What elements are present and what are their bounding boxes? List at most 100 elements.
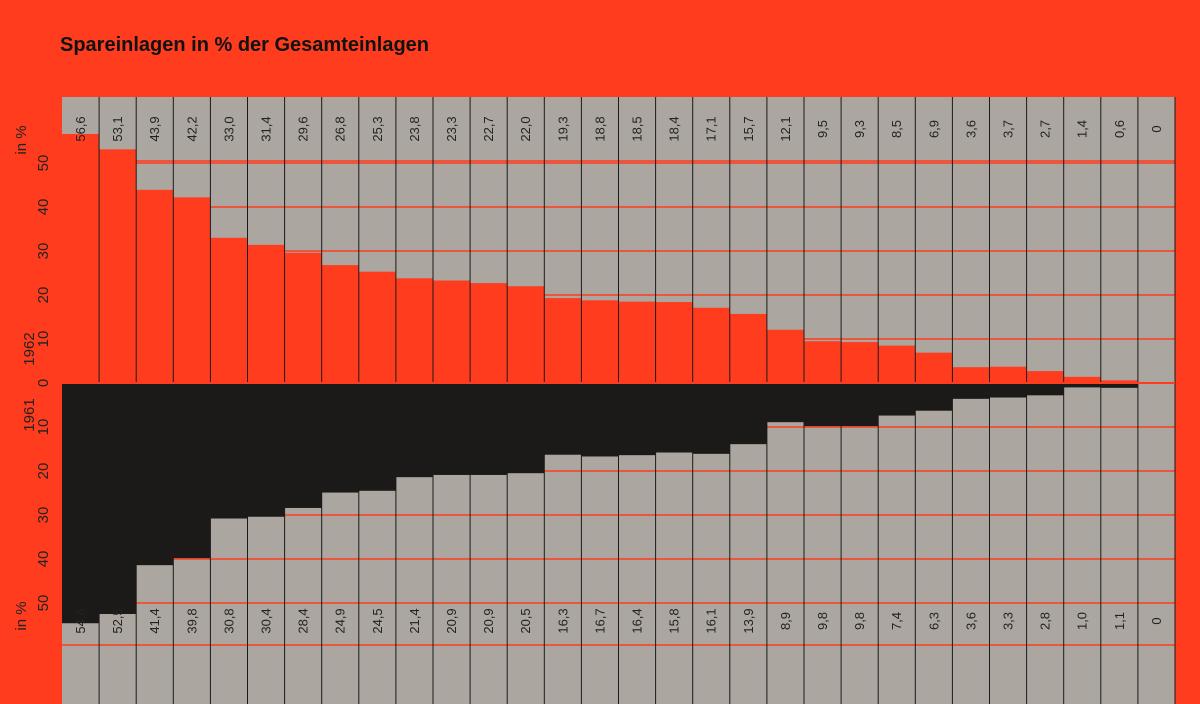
axis-unit-label-top: in %	[13, 125, 30, 154]
value-label-1961: 6,3	[926, 612, 941, 630]
bar-1961	[804, 383, 842, 427]
bar-1962	[1026, 371, 1064, 383]
value-label-1962: 26,8	[333, 116, 348, 141]
bar-1961	[321, 383, 359, 493]
bar-1961	[395, 383, 433, 478]
bar-1961	[915, 383, 953, 411]
value-label-1962: 23,3	[444, 116, 459, 141]
value-label-1962: 23,8	[407, 116, 422, 141]
axis-tick-label: 20	[35, 287, 52, 304]
axis-tick-label: 20	[35, 463, 52, 480]
bar-1962	[99, 149, 137, 383]
bar-1962	[729, 313, 767, 383]
bar-1961	[952, 383, 990, 399]
value-label-1961: 30,4	[258, 608, 273, 633]
value-label-1961: 2,8	[1038, 612, 1053, 630]
value-label-1961: 16,1	[704, 608, 719, 633]
value-label-1961: 3,3	[1000, 612, 1015, 630]
bar-1962	[915, 352, 953, 383]
series-label-1961: 1961	[21, 398, 38, 431]
bar-1962	[395, 278, 433, 383]
value-label-1961: 9,8	[815, 612, 830, 630]
value-label-1961: 30,8	[221, 608, 236, 633]
bar-1962	[507, 286, 545, 383]
value-label-1962: 53,1	[110, 116, 125, 141]
value-label-1962: 33,0	[221, 116, 236, 141]
value-label-1962: 0,6	[1112, 120, 1127, 138]
value-label-1961: 24,9	[333, 608, 348, 633]
axis-tick-label: 30	[35, 507, 52, 524]
bar-1962	[173, 197, 211, 383]
value-label-1961: 20,9	[444, 608, 459, 633]
chart-title: Spareinlagen in % der Gesamteinlagen	[60, 34, 430, 56]
bar-1961	[173, 383, 211, 559]
bar-1962	[136, 189, 174, 383]
bar-1961	[62, 383, 100, 624]
axis-tick-label: 10	[35, 419, 52, 436]
value-label-1962: 9,5	[815, 120, 830, 138]
value-label-1962: 29,6	[296, 116, 311, 141]
bar-1961	[841, 383, 879, 427]
axis-tick-label: 0	[35, 379, 52, 387]
value-label-1961: 1,0	[1075, 612, 1090, 630]
axis-tick-label: 10	[35, 331, 52, 348]
value-label-1962: 1,4	[1075, 120, 1090, 138]
bar-1962	[841, 342, 879, 383]
bar-1962	[62, 133, 100, 383]
bar-1962	[1063, 376, 1101, 383]
value-label-1961: 28,4	[296, 608, 311, 633]
value-label-1962: 22,7	[481, 116, 496, 141]
value-label-1961: 16,7	[592, 608, 607, 633]
value-label-1962: 3,6	[963, 120, 978, 138]
bar-1961	[729, 383, 767, 445]
bar-1962	[470, 283, 508, 383]
bar-1961	[1100, 383, 1138, 388]
value-label-1961: 0	[1149, 617, 1164, 624]
bar-1961	[433, 383, 471, 475]
bar-1961	[507, 383, 545, 474]
bar-1961	[247, 383, 285, 517]
value-label-1962: 17,1	[704, 116, 719, 141]
axis-tick-label: 40	[35, 551, 52, 568]
value-label-1962: 18,4	[667, 116, 682, 141]
value-label-1962: 25,3	[370, 116, 385, 141]
series-label-1962: 1962	[21, 332, 38, 365]
bar-1961	[655, 383, 693, 453]
value-label-1962: 18,8	[592, 116, 607, 141]
bar-1961	[878, 383, 916, 416]
axis-tick-label: 50	[35, 595, 52, 612]
value-label-1962: 3,7	[1000, 120, 1015, 138]
value-label-1961: 1,1	[1112, 612, 1127, 630]
value-label-1962: 15,7	[741, 116, 756, 141]
bar-1962	[618, 301, 656, 383]
bar-1961	[284, 383, 322, 508]
bar-1962	[766, 329, 804, 383]
value-label-1962: 6,9	[926, 120, 941, 138]
value-label-1962: 18,5	[629, 116, 644, 141]
value-label-1962: 56,6	[73, 116, 88, 141]
bar-1962	[952, 367, 990, 383]
axis-tick-label: 40	[35, 199, 52, 216]
value-label-1962: 12,1	[778, 116, 793, 141]
bar-1962	[247, 244, 285, 383]
value-label-1961: 21,4	[407, 608, 422, 633]
value-label-1961: 15,8	[667, 608, 682, 633]
bar-1961	[989, 383, 1027, 398]
bar-1962	[878, 345, 916, 383]
bar-1961	[581, 383, 619, 457]
bar-1962	[692, 307, 730, 383]
value-label-1962: 9,3	[852, 120, 867, 138]
bar-1961	[210, 383, 248, 519]
bar-1961	[136, 383, 174, 566]
value-label-1961: 41,4	[147, 608, 162, 633]
bar-1961	[766, 383, 804, 423]
bar-1961	[99, 383, 137, 614]
bar-1961	[544, 383, 582, 455]
bar-1961	[1026, 383, 1064, 396]
bar-1962	[284, 252, 322, 383]
value-label-1961: 20,5	[518, 608, 533, 633]
bar-1961	[470, 383, 508, 475]
axis-tick-label: 50	[35, 155, 52, 172]
